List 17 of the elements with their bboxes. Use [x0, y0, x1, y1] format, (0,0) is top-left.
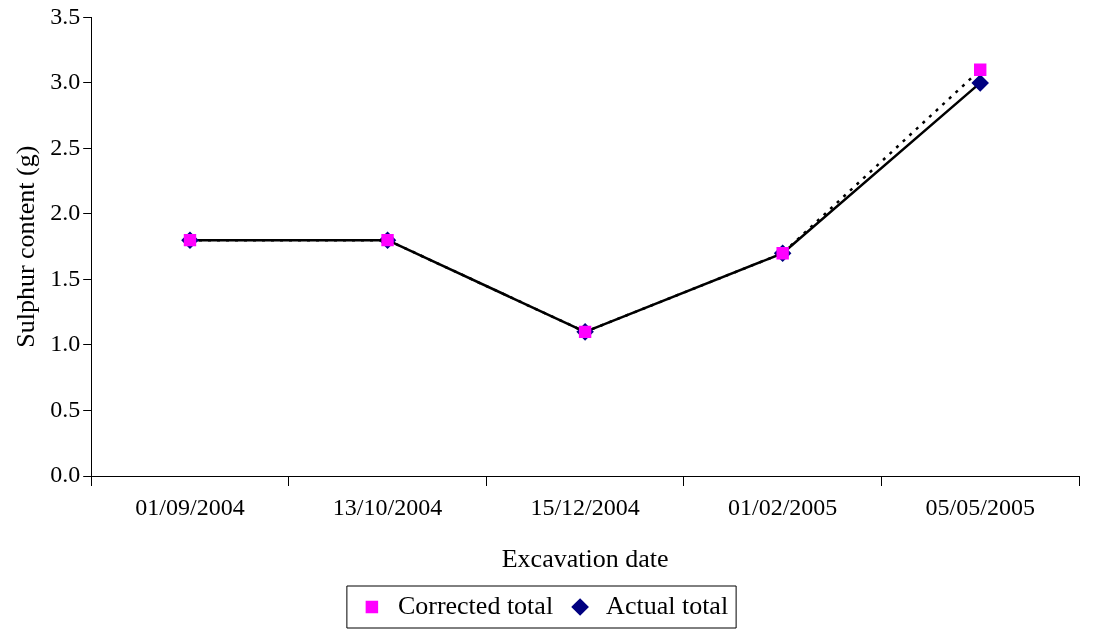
x-tick-label: 15/12/2004: [530, 493, 640, 520]
y-tick-label: 3.5: [50, 2, 81, 29]
y-tick-label: 1.5: [50, 264, 81, 291]
y-tick-label: 0.5: [50, 395, 81, 422]
x-tick-label: 05/05/2005: [925, 493, 1035, 520]
y-tick-label: 1.0: [50, 330, 81, 357]
y-axis-title: Sulphur content (g): [11, 145, 41, 348]
legend-label: Actual total: [606, 590, 729, 620]
y-tick-label: 2.0: [50, 199, 81, 226]
legend-label: Corrected total: [397, 590, 554, 620]
y-tick-label: 3.0: [50, 68, 81, 95]
x-tick-label: 01/09/2004: [135, 493, 245, 520]
y-tick-label: 0.0: [50, 461, 81, 488]
x-tick-label: 01/02/2005: [727, 493, 838, 520]
x-tick-label: 13/10/2004: [332, 493, 443, 520]
x-axis-title: Excavation date: [501, 544, 669, 574]
y-tick-label: 2.5: [50, 133, 81, 160]
